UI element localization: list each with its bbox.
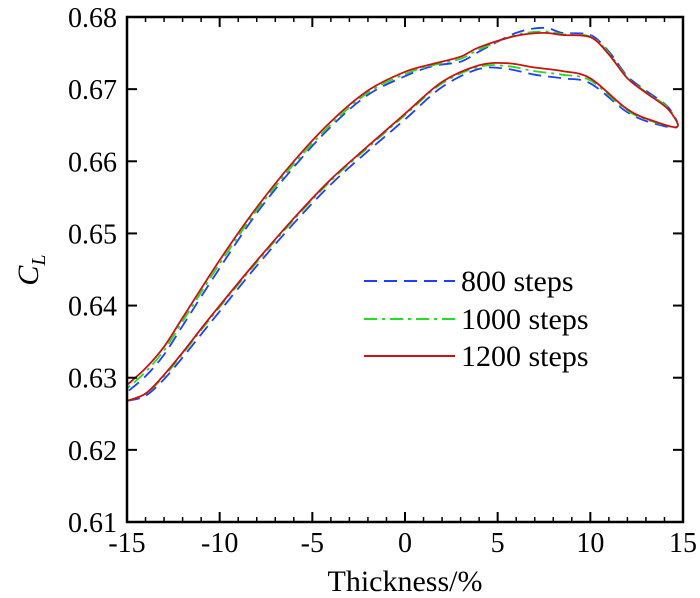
- ticks-layer: -15 -10 -5 0 5 10 15 0.61 0.62 0.63 0.64 0.65 0.66 0.…: [68, 3, 697, 559]
- series-line-1200-steps: [126, 31, 679, 402]
- y-tick-label: 0.63: [68, 364, 117, 395]
- x-tick-label: 5: [491, 528, 505, 559]
- y-tick-label: 0.67: [68, 75, 117, 106]
- y-tick-label: 0.65: [68, 219, 117, 250]
- legend-label-1000-steps: 1000 steps: [461, 303, 589, 336]
- y-tick-label: 0.61: [68, 508, 117, 539]
- x-tick-label: -5: [301, 528, 324, 559]
- legend-label-800-steps: 800 steps: [461, 265, 574, 298]
- y-axis-title-main: C: [12, 265, 45, 286]
- y-tick-label: 0.68: [68, 3, 117, 34]
- x-axis-title: Thickness/%: [328, 565, 483, 598]
- legend: 800 steps 1000 steps 1200 steps: [364, 265, 589, 373]
- legend-label-1200-steps: 1200 steps: [461, 340, 589, 373]
- series-line-800-steps: [126, 26, 679, 402]
- series-line-1000-steps: [126, 30, 679, 402]
- x-tick-label: -15: [108, 528, 145, 559]
- plot-area-frame: [125, 15, 685, 524]
- y-axis-title-subscript: L: [28, 254, 50, 266]
- x-tick-label: 15: [669, 528, 697, 559]
- x-tick-label: 0: [398, 528, 412, 559]
- y-axis-title: CL: [12, 254, 50, 285]
- y-tick-label: 0.66: [68, 147, 117, 178]
- x-tick-label: 10: [576, 528, 604, 559]
- x-tick-label: -10: [201, 528, 238, 559]
- y-tick-label: 0.64: [68, 292, 117, 323]
- series-layer: [126, 26, 679, 402]
- y-tick-label: 0.62: [68, 436, 117, 467]
